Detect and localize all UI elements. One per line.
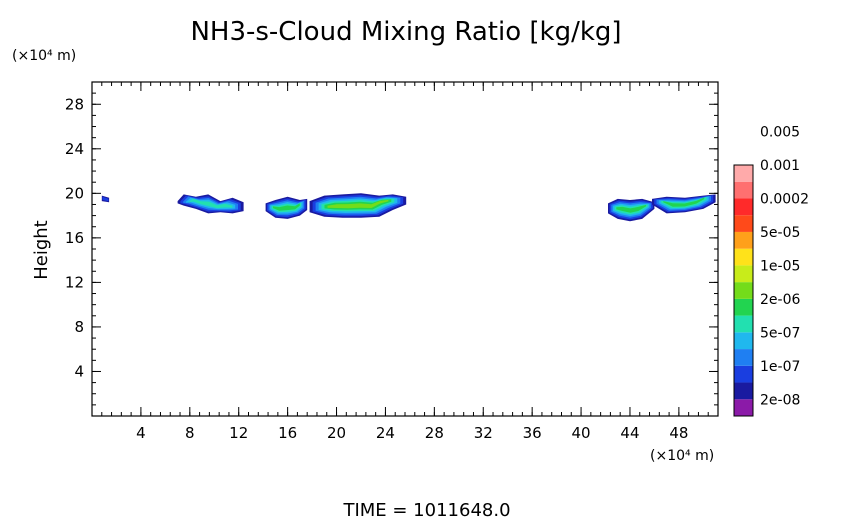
- colorbar-label: 1e-05: [760, 258, 800, 274]
- colorbar-swatch: [734, 215, 753, 232]
- colorbar-swatch: [734, 332, 753, 350]
- colorbar-label: 0.001: [760, 158, 800, 174]
- x-unit-label: (×10⁴ m): [650, 448, 714, 464]
- colorbar-label: 0.0002: [760, 191, 809, 207]
- x-tick-label: 40: [572, 424, 591, 442]
- cloud-contour-level: [616, 204, 647, 213]
- colorbar-swatch: [734, 298, 753, 316]
- y-tick-label: 4: [74, 362, 84, 380]
- colorbar-label: 1e-07: [760, 359, 800, 375]
- cloud-contour-level: [188, 198, 233, 209]
- colorbar-swatch: [734, 315, 753, 333]
- y-tick-label: 8: [74, 318, 84, 336]
- colorbar-swatch: [734, 181, 753, 199]
- x-tick-label: 48: [669, 424, 688, 442]
- colorbar-swatch: [734, 349, 753, 366]
- y-tick-label: 16: [65, 229, 84, 247]
- cloud-contour-level: [327, 199, 389, 209]
- plot-frame: [91, 81, 719, 417]
- x-tick-label: 28: [425, 424, 444, 442]
- cloud-contour-level: [663, 197, 705, 207]
- chart-title: NH3-s-Cloud Mixing Ratio [kg/kg]: [190, 17, 621, 47]
- x-tick-label: 12: [229, 424, 248, 442]
- x-tick-label: 8: [185, 424, 195, 442]
- x-tick-label: 4: [136, 424, 146, 442]
- colorbar-label: 2e-06: [760, 292, 800, 308]
- colorbar-label: 5e-07: [760, 325, 800, 341]
- cloud-contour-level: [273, 203, 300, 211]
- colorbar-frame: [733, 164, 754, 417]
- colorbar-swatch: [734, 282, 753, 299]
- y-tick-label: 20: [65, 184, 84, 202]
- y-tick-label: 12: [65, 273, 84, 291]
- colorbar-swatch: [734, 382, 753, 400]
- x-tick-label: 32: [474, 424, 493, 442]
- colorbar-label: 5e-05: [760, 225, 800, 241]
- cloud-contour-level: [102, 196, 109, 202]
- x-tick-label: 24: [376, 424, 395, 442]
- y-unit-label: (×10⁴ m): [12, 48, 76, 64]
- cloud-field: [101, 193, 716, 222]
- colorbar-swatch: [734, 198, 753, 216]
- y-axis-label: Height: [31, 220, 52, 280]
- colorbar: 2e-08 1e-07 5e-07 2e-06 1e-05 5e-05 0.0002 0.00…: [733, 125, 809, 417]
- colorbar-swatch: [734, 248, 753, 266]
- colorbar-label: 0.005: [760, 125, 800, 141]
- colorbar-swatch: [734, 265, 753, 283]
- y-tick-label: 24: [65, 140, 84, 158]
- x-tick-label: 36: [523, 424, 542, 442]
- y-tick-label: 28: [65, 95, 84, 113]
- x-tick-label: 20: [327, 424, 346, 442]
- time-footer: TIME = 1011648.0: [342, 500, 510, 519]
- colorbar-swatch: [734, 399, 753, 416]
- x-tick-label: 16: [278, 424, 297, 442]
- colorbar-label: 2e-08: [760, 392, 800, 408]
- colorbar-swatch: [734, 165, 753, 182]
- colorbar-swatch: [734, 231, 753, 249]
- colorbar-swatch: [734, 365, 753, 383]
- x-tick-label: 44: [620, 424, 639, 442]
